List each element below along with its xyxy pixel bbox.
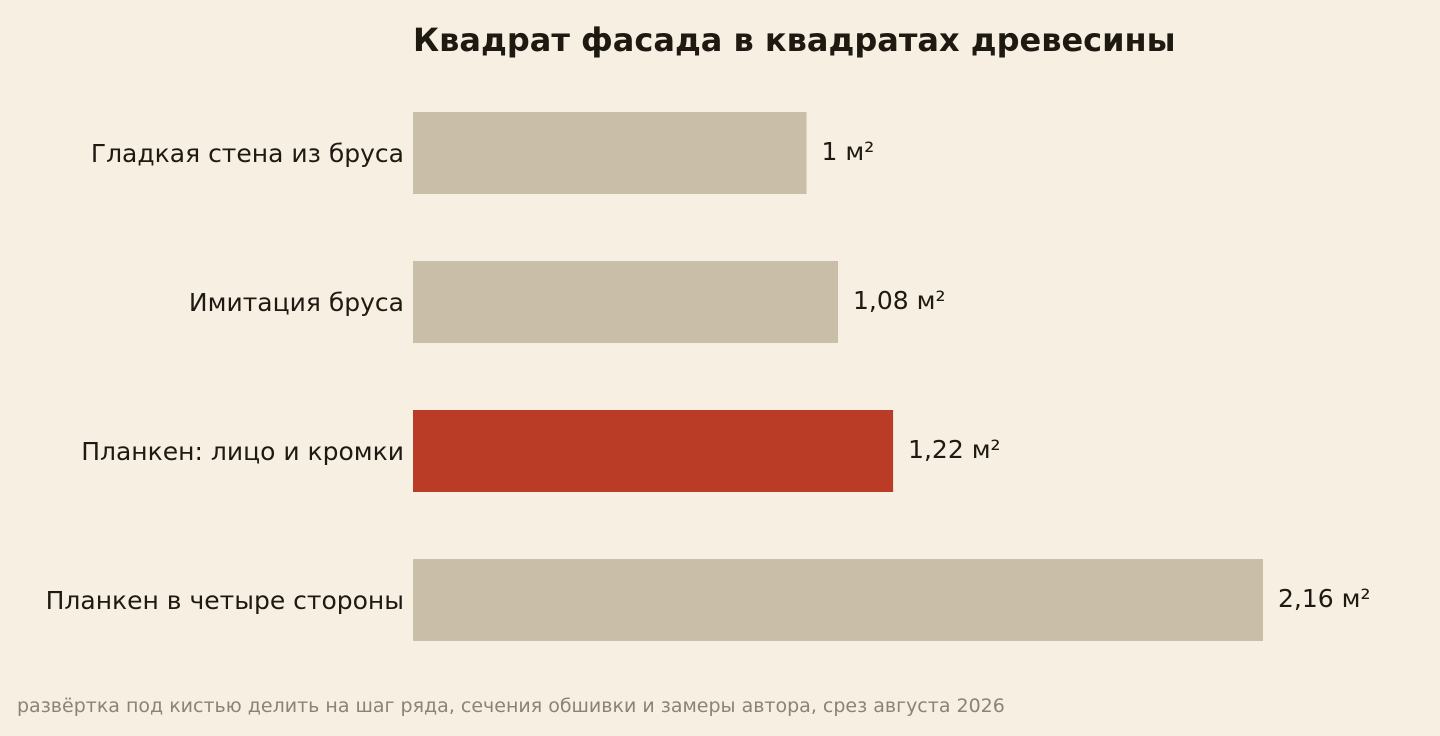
value-label: 2,16 м² [1278,584,1371,613]
value-label: 1 м² [822,137,875,166]
category-label: Гладкая стена из бруса [91,139,404,168]
source-footnote: развёртка под кистью делить на шаг ряда,… [17,695,1005,717]
category-label: Планкен в четыре стороны [46,586,404,615]
chart-title: Квадрат фасада в квадратах древесины [413,21,1176,59]
value-label: 1,08 м² [853,286,946,315]
bar [413,261,838,343]
bars-group: Гладкая стена из бруса 1 м² Имитация бруса… [46,112,1371,641]
category-label: Имитация бруса [189,288,404,317]
category-label: Планкен: лицо и кромки [81,437,404,466]
bar [413,112,807,194]
value-label: 1,22 м² [908,435,1001,464]
bar [413,559,1263,641]
bar [413,410,894,492]
